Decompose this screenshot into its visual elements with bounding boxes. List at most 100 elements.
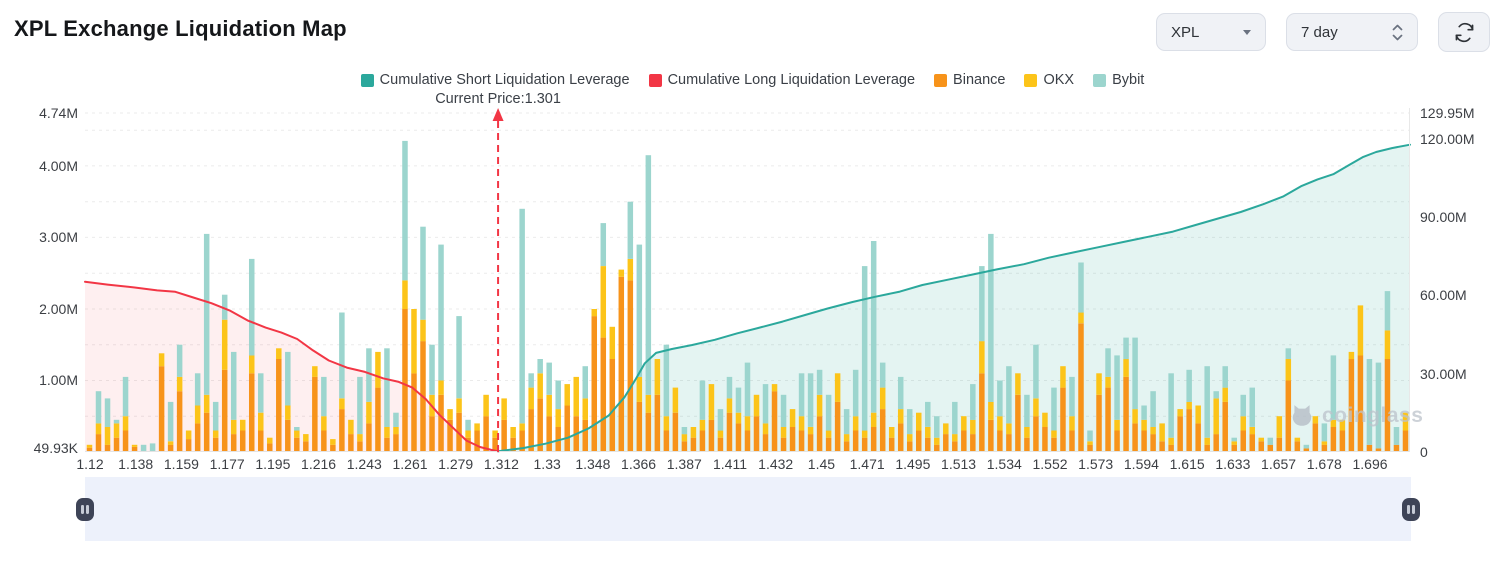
- bar-binance: [248, 373, 255, 452]
- bar-okx: [744, 416, 751, 431]
- bar-binance: [194, 423, 201, 452]
- bar-bybit: [221, 294, 228, 320]
- bar-binance: [339, 409, 345, 452]
- bar-binance: [393, 434, 399, 452]
- bar-okx: [546, 394, 552, 417]
- bar-binance: [979, 373, 985, 452]
- bar-binance: [654, 394, 661, 452]
- bar-bybit: [1213, 391, 1219, 399]
- bar-bybit: [970, 384, 976, 420]
- spinner-arrows-icon: [1392, 24, 1403, 40]
- bar-okx: [492, 430, 498, 438]
- legend-item-bybit[interactable]: Bybit: [1093, 72, 1144, 88]
- bar-binance: [1294, 441, 1301, 452]
- bar-bybit: [852, 369, 859, 417]
- bar-binance: [916, 430, 922, 452]
- refresh-button[interactable]: [1438, 12, 1490, 52]
- bar-binance: [528, 409, 534, 452]
- bar-binance: [1150, 434, 1156, 452]
- legend-item-long[interactable]: Cumulative Long Liquidation Leverage: [648, 72, 915, 88]
- bar-okx: [239, 419, 246, 431]
- range-slider-track[interactable]: [76, 477, 1420, 541]
- bar-binance: [1006, 434, 1012, 452]
- bar-okx: [888, 427, 895, 438]
- bar-okx: [789, 409, 796, 427]
- bar-binance: [690, 437, 697, 452]
- y-axis-right-label: 30.00M: [1420, 365, 1467, 382]
- bar-okx: [447, 409, 453, 420]
- bar-binance: [1375, 448, 1382, 452]
- legend-item-binance[interactable]: Binance: [934, 72, 1005, 88]
- bar-binance: [699, 430, 706, 452]
- bar-bybit: [798, 373, 805, 417]
- bar-bybit: [681, 427, 688, 435]
- symbol-select[interactable]: XPL: [1156, 13, 1266, 51]
- bar-binance: [239, 430, 246, 452]
- bar-binance: [1051, 437, 1057, 452]
- bar-okx: [726, 398, 733, 413]
- bar-okx: [609, 326, 616, 359]
- bar-binance: [645, 412, 652, 452]
- legend-label: OKX: [1043, 72, 1075, 88]
- bar-bybit: [1204, 366, 1210, 438]
- bar-binance: [1033, 416, 1039, 452]
- line-left: [84, 280, 500, 453]
- legend-label: Cumulative Short Liquidation Leverage: [379, 72, 630, 88]
- bar-binance: [212, 437, 219, 452]
- bar-bybit: [1051, 387, 1057, 431]
- bar-okx: [952, 434, 958, 442]
- bar-binance: [870, 427, 877, 452]
- bar-binance: [1240, 430, 1246, 452]
- bar-okx: [879, 387, 886, 410]
- bar-binance: [546, 416, 552, 452]
- x-axis-label: 1.33: [533, 456, 561, 472]
- bar-okx: [267, 437, 273, 444]
- bar-binance: [1249, 434, 1256, 452]
- bar-bybit: [1321, 423, 1328, 442]
- bar-okx: [943, 423, 949, 435]
- bar-okx: [771, 384, 778, 392]
- y-axis-right-label: 120.00M: [1420, 130, 1475, 147]
- bar-binance: [1024, 437, 1030, 452]
- bar-bybit: [1033, 344, 1039, 399]
- bar-bybit: [726, 376, 733, 399]
- bar-binance: [618, 276, 625, 452]
- bar-okx: [1051, 430, 1057, 438]
- bar-binance: [1195, 423, 1201, 452]
- bar-binance: [1168, 444, 1174, 452]
- liquidation-chart-canvas[interactable]: [84, 108, 1411, 453]
- range-slider-handle-right[interactable]: [1402, 497, 1420, 521]
- bar-binance: [708, 419, 715, 452]
- bar-binance: [537, 398, 543, 452]
- bar-okx: [979, 341, 985, 374]
- period-select[interactable]: 7 day: [1286, 13, 1418, 51]
- bar-binance: [744, 430, 751, 452]
- area-right: [498, 144, 1411, 452]
- bar-okx: [1105, 376, 1111, 388]
- bar-okx: [816, 394, 823, 417]
- bar-okx: [1069, 416, 1075, 431]
- bar-binance: [906, 441, 913, 452]
- bar-bybit: [1114, 355, 1120, 420]
- coinglass-logo-icon: [1292, 405, 1312, 426]
- bar-binance: [600, 337, 607, 452]
- bar-okx: [312, 366, 318, 377]
- x-axis-label: 1.534: [986, 456, 1022, 472]
- bar-bybit: [194, 373, 201, 406]
- bar-okx: [618, 269, 625, 277]
- bar-binance: [1213, 434, 1219, 452]
- legend-item-short[interactable]: Cumulative Short Liquidation Leverage: [360, 72, 630, 88]
- bar-okx: [357, 434, 363, 442]
- bar-binance: [843, 441, 850, 452]
- legend-item-okx[interactable]: OKX: [1024, 72, 1074, 88]
- bar-binance: [636, 401, 643, 452]
- range-slider-handle-left[interactable]: [76, 497, 94, 521]
- bar-okx: [1384, 330, 1391, 359]
- bar-okx: [285, 405, 291, 420]
- bar-okx: [203, 394, 210, 413]
- cumulative-lines: [84, 143, 1411, 453]
- bar-bybit: [1330, 355, 1337, 420]
- bar-binance: [1177, 416, 1183, 452]
- bar-bybit: [203, 233, 210, 395]
- bar-binance: [1348, 359, 1355, 452]
